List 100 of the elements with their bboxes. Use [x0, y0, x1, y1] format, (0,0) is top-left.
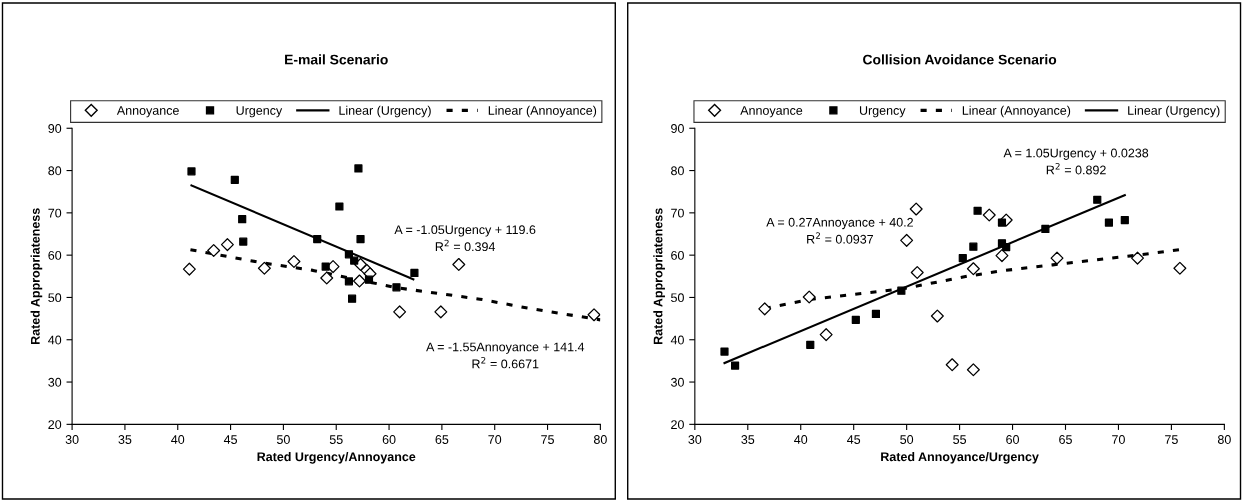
- y-tick-label: 60: [48, 250, 62, 260]
- chart-title: Collision Avoidance Scenario: [863, 54, 1057, 65]
- point: [730, 361, 740, 370]
- x-tick-label: 65: [1059, 435, 1072, 444]
- point: [806, 340, 815, 349]
- y-tick-label: 70: [671, 208, 684, 218]
- x-axis-title: Rated Urgency/Annoyance: [257, 451, 416, 464]
- point: [1050, 251, 1064, 265]
- x-tick-label: 45: [223, 435, 237, 444]
- point: [352, 274, 366, 288]
- point: [187, 167, 196, 176]
- point: [220, 238, 234, 252]
- point: [257, 261, 271, 275]
- point: [1093, 195, 1102, 204]
- x-tick-label: 70: [1112, 435, 1125, 444]
- point: [945, 358, 959, 372]
- y-tick-label: 80: [671, 166, 684, 176]
- x-tick-label: 75: [1165, 435, 1178, 444]
- x-tick-label: 65: [435, 435, 449, 444]
- x-tick-label: 55: [329, 435, 343, 444]
- y-tick-label: 40: [48, 335, 62, 345]
- point: [287, 254, 301, 269]
- point: [410, 268, 419, 278]
- y-tick-label: 60: [671, 250, 684, 260]
- legend-label: Linear (Urgency): [1128, 105, 1220, 118]
- point: [995, 249, 1009, 263]
- point: [350, 256, 359, 265]
- point: [313, 234, 322, 244]
- point: [207, 243, 221, 258]
- point: [966, 262, 980, 276]
- point: [335, 202, 344, 211]
- y-tick-label: 90: [48, 124, 62, 133]
- point: [354, 164, 363, 173]
- legend-label: Urgency: [859, 106, 906, 118]
- point: [344, 277, 354, 286]
- point: [966, 363, 980, 377]
- point: [320, 271, 334, 285]
- x-tick-label: 50: [900, 435, 914, 444]
- point: [802, 290, 816, 304]
- annotation: A = 1.05Urgency + 0.0238 R$^{2}$ = 0.892: [1003, 148, 1149, 175]
- y-tick-label: 50: [671, 293, 684, 303]
- x-tick-label: 40: [171, 435, 185, 444]
- x-tick-label: 70: [488, 435, 502, 444]
- point: [347, 294, 357, 303]
- x-tick-label: 45: [847, 435, 861, 444]
- legend-label: Annoyance: [740, 106, 803, 118]
- point: [392, 283, 401, 292]
- point: [344, 250, 354, 259]
- point: [238, 215, 247, 224]
- y-tick-label: 70: [48, 208, 62, 218]
- chart-title: E-mail Scenario: [285, 54, 388, 65]
- point: [909, 202, 923, 216]
- point: [434, 305, 448, 319]
- point: [997, 218, 1007, 227]
- point: [758, 302, 772, 316]
- point: [1002, 243, 1011, 252]
- annotation: A = -1.05Urgency + 119.6 R$^{2}$ = 0.394: [394, 225, 536, 252]
- x-tick-label: 80: [1217, 435, 1231, 444]
- annotation: A = -1.55Annoyance + 141.4 R$^{2}$ = 0.6671: [426, 342, 585, 369]
- legend-label: Urgency: [236, 106, 283, 118]
- y-tick-label: 20: [671, 420, 684, 429]
- point: [982, 208, 996, 222]
- point: [973, 206, 982, 215]
- point: [900, 233, 914, 247]
- x-tick-label: 50: [276, 435, 290, 444]
- x-tick-label: 60: [382, 435, 396, 444]
- point: [1104, 218, 1114, 227]
- legend-label: Linear (Urgency): [339, 105, 431, 118]
- x-tick-label: 75: [541, 435, 554, 444]
- point: [356, 234, 365, 244]
- x-tick-label: 60: [1006, 435, 1020, 444]
- y-tick-label: 20: [48, 420, 62, 429]
- point: [1041, 224, 1050, 234]
- point: [819, 328, 833, 342]
- x-tick-label: 80: [593, 435, 607, 444]
- point: [897, 286, 906, 295]
- point: [1173, 261, 1187, 275]
- y-tick-label: 80: [48, 166, 62, 176]
- point: [1120, 215, 1129, 225]
- point: [452, 257, 466, 271]
- point: [851, 315, 860, 324]
- point: [230, 175, 239, 184]
- point: [364, 275, 374, 284]
- point: [958, 254, 967, 263]
- point: [393, 305, 407, 319]
- y-tick-label: 30: [48, 377, 62, 387]
- point: [1130, 251, 1145, 265]
- point: [930, 309, 944, 323]
- x-tick-label: 30: [688, 435, 702, 444]
- annotation: A = 0.27Annoyance + 40.2 R$^{2}$ = 0.0937: [766, 217, 913, 244]
- point: [321, 262, 330, 271]
- y-tick-label: 30: [670, 377, 684, 387]
- y-tick-label: 40: [670, 335, 684, 345]
- x-tick-label: 30: [65, 435, 79, 444]
- point: [910, 265, 924, 280]
- x-tick-label: 35: [741, 435, 755, 444]
- legend-label: Linear (Annoyance): [488, 105, 597, 118]
- y-tick-label: 50: [48, 293, 62, 303]
- x-axis-title: Rated Annoyance/Urgency: [881, 451, 1039, 464]
- legend-label: Annoyance: [116, 106, 179, 118]
